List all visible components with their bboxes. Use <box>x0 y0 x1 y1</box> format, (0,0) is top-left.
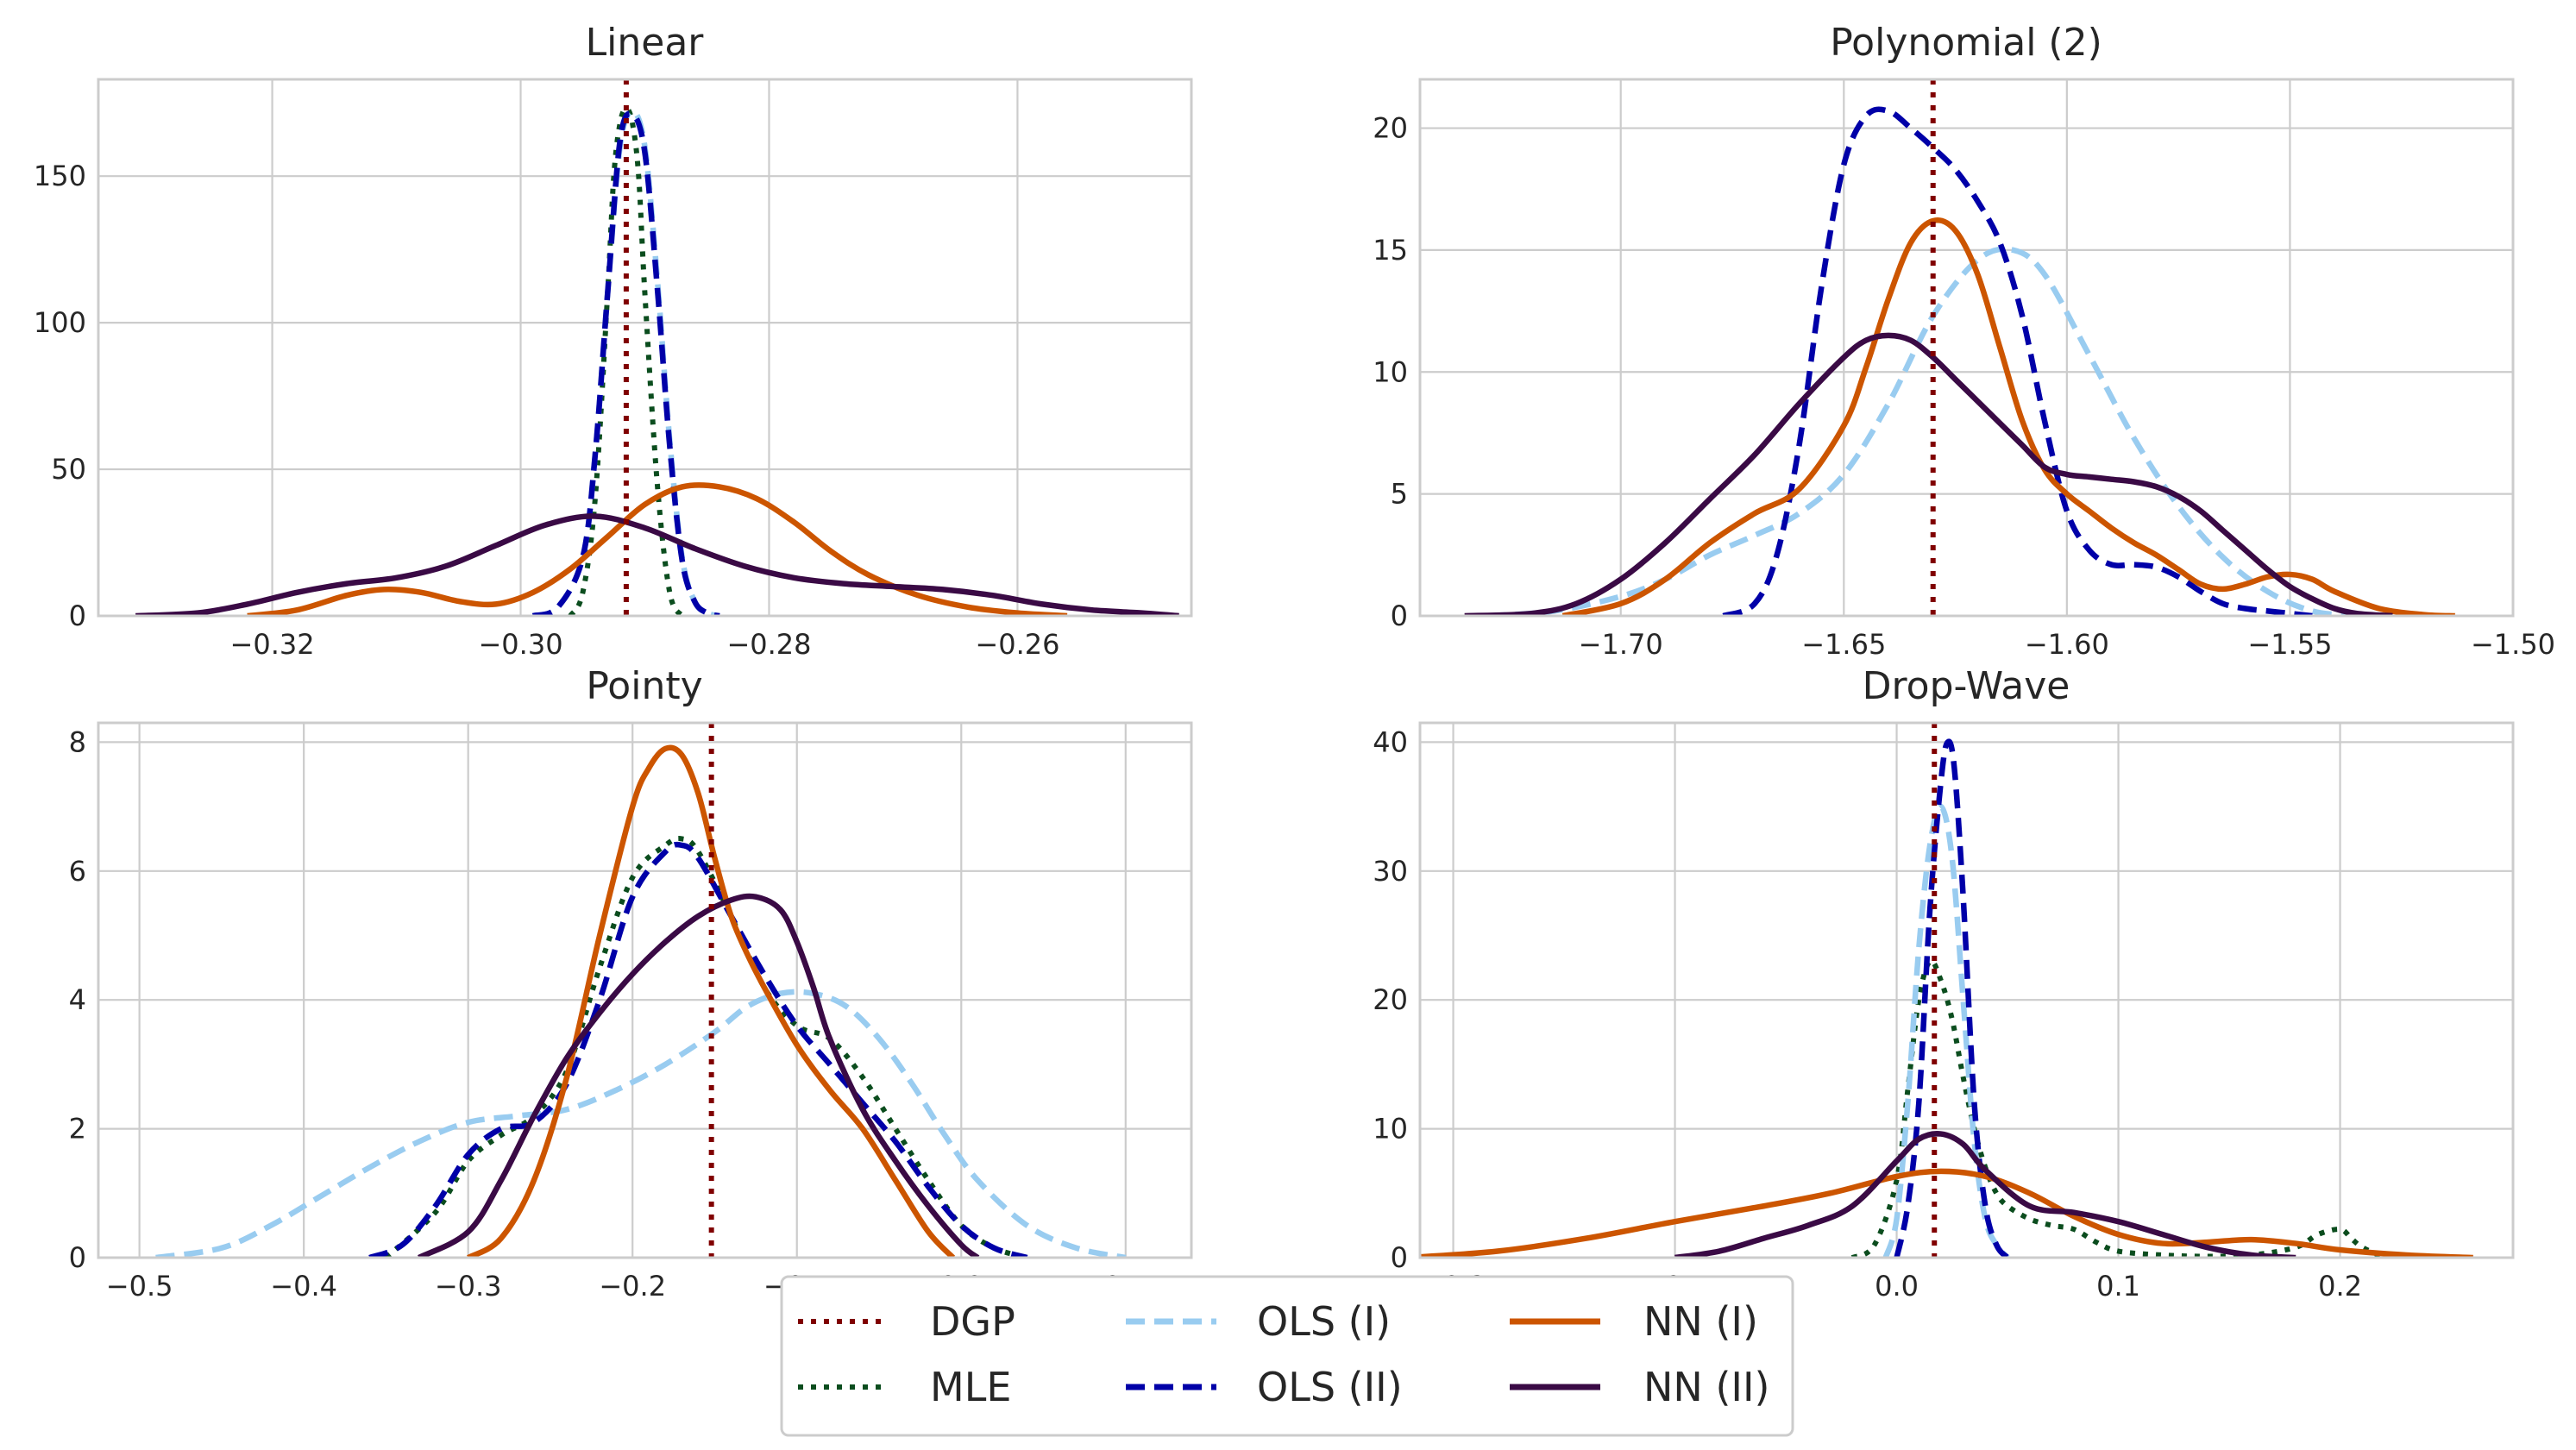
series-line-ols-ii <box>368 841 1028 1258</box>
series-line-nn-i <box>1420 1168 2473 1258</box>
y-tick-label-drop-wave: 40 <box>1373 725 1408 758</box>
x-tick-label-polynomial: −1.50 <box>2471 628 2555 661</box>
x-tick-label-polynomial: −1.60 <box>2025 628 2109 661</box>
x-tick-label-pointy: −0.5 <box>106 1270 173 1302</box>
series-line-nn-ii <box>418 893 980 1258</box>
subplot-title-polynomial: Polynomial (2) <box>1830 21 2102 65</box>
series-line-nn-ii <box>1464 332 2393 616</box>
series-line-mle <box>568 105 685 616</box>
x-tick-label-drop-wave: 0.2 <box>2318 1270 2362 1302</box>
y-tick-label-polynomial: 5 <box>1391 478 1408 511</box>
x-tick-label-linear: −0.32 <box>230 628 315 661</box>
x-tick-label-linear: −0.30 <box>478 628 562 661</box>
legend-label-ols-i: OLS (I) <box>1257 1298 1391 1345</box>
y-tick-label-polynomial: 15 <box>1373 234 1408 267</box>
x-tick-label-pointy: −0.4 <box>270 1270 337 1302</box>
y-tick-label-linear: 0 <box>69 599 86 632</box>
subplot-title-linear: Linear <box>586 21 705 65</box>
y-tick-label-drop-wave: 10 <box>1373 1113 1408 1146</box>
subplot-title-pointy: Pointy <box>586 664 702 708</box>
legend-label-nn-i: NN (I) <box>1643 1298 1758 1345</box>
series-line-mle <box>1850 957 2386 1258</box>
legend-entry-ols-ii: OLS (II) <box>1126 1364 1403 1410</box>
x-tick-label-linear: −0.28 <box>726 628 811 661</box>
y-tick-label-polynomial: 10 <box>1373 355 1408 388</box>
plot-frame-pointy <box>97 721 1193 1259</box>
y-tick-label-linear: 150 <box>34 160 86 192</box>
x-tick-label-linear: −0.26 <box>975 628 1059 661</box>
x-tick-label-drop-wave: 0.0 <box>1875 1270 1919 1302</box>
x-tick-label-drop-wave: 0.1 <box>2096 1270 2140 1302</box>
series-line-ols-i <box>1882 803 2010 1258</box>
subplot-pointy: Pointy −0.5−0.4−0.3−0.2−0.10.00.102468 <box>69 664 1193 1302</box>
legend-entry-dgp: DGP <box>798 1298 1015 1345</box>
legend-label-dgp: DGP <box>930 1298 1015 1345</box>
subplot-linear: Linear −0.32 −0.30 −0.28 −0.26 0 50 100 150 <box>34 21 1193 661</box>
legend-label-ols-ii: OLS (II) <box>1257 1364 1403 1410</box>
legend-label-nn-ii: NN (II) <box>1643 1364 1769 1410</box>
y-tick-label-drop-wave: 30 <box>1373 855 1408 888</box>
y-tick-label-polynomial: 20 <box>1373 112 1408 145</box>
x-tick-label-polynomial: −1.65 <box>1801 628 1886 661</box>
x-tick-label-polynomial: −1.70 <box>1579 628 1663 661</box>
plot-frame-polynomial <box>1418 78 2515 618</box>
subplot-polynomial: Polynomial (2) −1.70 −1.65 −1.60 −1.55 −1.50… <box>1373 21 2555 661</box>
y-tick-label-pointy: 6 <box>69 855 86 888</box>
legend-box <box>780 1275 1794 1437</box>
y-tick-label-linear: 50 <box>51 453 86 486</box>
series-line-ols-ii <box>1894 738 2010 1258</box>
y-tick-label-pointy: 2 <box>69 1113 86 1146</box>
y-tick-label-linear: 100 <box>34 306 86 339</box>
plot-frame-drop-wave <box>1418 721 2515 1259</box>
x-tick-label-pointy: −0.3 <box>435 1270 502 1302</box>
x-tick-label-polynomial: −1.55 <box>2247 628 2332 661</box>
y-tick-label-drop-wave: 20 <box>1373 983 1408 1016</box>
legend-label-mle: MLE <box>930 1364 1011 1410</box>
y-tick-label-polynomial: 0 <box>1391 599 1408 632</box>
x-tick-label-pointy: −0.2 <box>599 1270 666 1302</box>
legend-entry-nn-ii: NN (II) <box>1510 1364 1769 1410</box>
series-line-nn-i <box>1561 217 2455 616</box>
series-line-nn-ii <box>135 513 1179 616</box>
legend-entry-nn-i: NN (I) <box>1510 1298 1758 1345</box>
series-line-nn-i <box>247 482 1068 616</box>
legend-entry-ols-i: OLS (I) <box>1126 1298 1391 1345</box>
series-line-mle <box>384 836 1028 1258</box>
series-line-nn-i <box>467 744 956 1258</box>
series-line-ols-i <box>155 989 1127 1258</box>
legend-entry-mle: MLE <box>798 1364 1011 1410</box>
y-tick-label-pointy: 8 <box>69 725 86 758</box>
y-tick-label-pointy: 0 <box>69 1241 86 1274</box>
y-tick-label-pointy: 4 <box>69 983 86 1016</box>
y-tick-label-drop-wave: 0 <box>1391 1241 1408 1274</box>
series-line-ols-ii <box>1722 106 2313 616</box>
series-line-nn-ii <box>1674 1131 2296 1258</box>
subplot-title-drop-wave: Drop-Wave <box>1863 664 2070 708</box>
legend: DGP MLE OLS (I) OLS (II) NN (I) NN (II) <box>780 1275 1794 1437</box>
series-line-ols-i <box>1486 246 2358 616</box>
plot-frame-linear <box>97 78 1193 618</box>
